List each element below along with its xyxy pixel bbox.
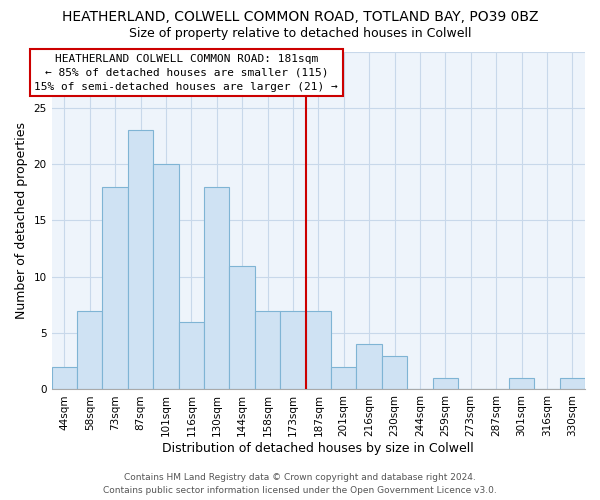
- X-axis label: Distribution of detached houses by size in Colwell: Distribution of detached houses by size …: [163, 442, 474, 455]
- Bar: [179, 322, 204, 390]
- Bar: [204, 186, 229, 390]
- Bar: [153, 164, 179, 390]
- Bar: [560, 378, 585, 390]
- Text: Contains HM Land Registry data © Crown copyright and database right 2024.
Contai: Contains HM Land Registry data © Crown c…: [103, 474, 497, 495]
- Bar: [356, 344, 382, 390]
- Bar: [331, 367, 356, 390]
- Bar: [52, 367, 77, 390]
- Bar: [509, 378, 534, 390]
- Text: HEATHERLAND COLWELL COMMON ROAD: 181sqm
← 85% of detached houses are smaller (11: HEATHERLAND COLWELL COMMON ROAD: 181sqm …: [34, 54, 338, 92]
- Bar: [128, 130, 153, 390]
- Bar: [280, 310, 305, 390]
- Bar: [433, 378, 458, 390]
- Bar: [229, 266, 255, 390]
- Text: Size of property relative to detached houses in Colwell: Size of property relative to detached ho…: [129, 28, 471, 40]
- Bar: [77, 310, 103, 390]
- Bar: [382, 356, 407, 390]
- Bar: [305, 310, 331, 390]
- Bar: [103, 186, 128, 390]
- Text: HEATHERLAND, COLWELL COMMON ROAD, TOTLAND BAY, PO39 0BZ: HEATHERLAND, COLWELL COMMON ROAD, TOTLAN…: [62, 10, 538, 24]
- Bar: [255, 310, 280, 390]
- Y-axis label: Number of detached properties: Number of detached properties: [15, 122, 28, 319]
